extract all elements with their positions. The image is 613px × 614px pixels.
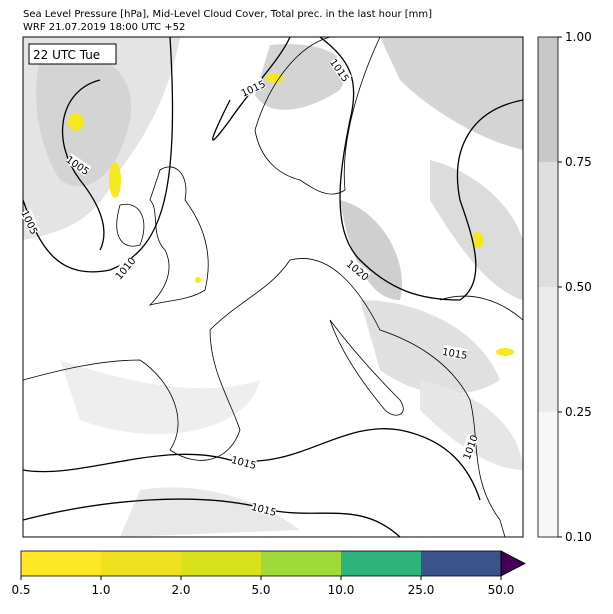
precip-colorbar-tick-label: 50.0 <box>488 583 515 597</box>
time-label-box <box>28 43 117 65</box>
contour-label-bg <box>345 257 372 282</box>
contour-label: 1015 <box>441 347 468 362</box>
map-frame <box>22 36 524 538</box>
contour-label-bg <box>231 453 258 470</box>
map <box>23 37 523 537</box>
precip-colorbar-tick-label: 1.0 <box>91 583 110 597</box>
contour-label-bg <box>460 433 479 460</box>
precip-colorbar-tick-label: 2.0 <box>171 583 190 597</box>
precip-colorbar-tick-label: 5.0 <box>251 583 270 597</box>
precip-colorbar-tick-label: 0.5 <box>11 583 30 597</box>
precipitation <box>68 73 514 356</box>
contour-label-bg <box>65 153 92 176</box>
cloud-colorbar-segment <box>538 37 558 162</box>
cloud-colorbar-tick-label: 0.50 <box>565 280 592 294</box>
cloud-colorbar-segment <box>538 412 558 537</box>
precip-colorbar-segment <box>421 551 502 576</box>
subtitle: WRF 21.07.2019 18:00 UTC +52 <box>23 22 185 33</box>
contour-label-bg <box>329 56 352 83</box>
precip-colorbar-segment <box>21 551 102 576</box>
cloud-colorbar-segment <box>538 287 558 412</box>
precip-colorbar-segment <box>181 551 262 576</box>
precip-colorbar-extend <box>500 550 526 577</box>
title: Sea Level Pressure [hPa], Mid-Level Clou… <box>23 9 432 20</box>
time-label: 22 UTC Tue <box>33 48 100 62</box>
contour-label-bg <box>239 77 266 98</box>
precip-colorbar-tick-label: 10.0 <box>328 583 355 597</box>
cloud-colorbar-tick-label: 0.10 <box>565 530 592 544</box>
contour-label-bg <box>112 254 137 281</box>
contour-label-bg <box>20 208 41 235</box>
contour-label-bg <box>251 500 278 517</box>
coastlines <box>23 37 523 537</box>
precip-colorbar-segment <box>101 551 182 576</box>
precip-colorbar-segment <box>341 551 422 576</box>
cloud-colorbar-segment <box>538 162 558 287</box>
cloud-colorbar-tick-label: 1.00 <box>565 30 592 44</box>
precip-colorbar-segment <box>261 551 342 576</box>
cloud-colorbar-tick-label: 0.25 <box>565 405 592 419</box>
precip-colorbar-tick-label: 25.0 <box>408 583 435 597</box>
cloud-colorbar-tick-label: 0.75 <box>565 155 592 169</box>
contour-label-bg <box>442 345 468 361</box>
